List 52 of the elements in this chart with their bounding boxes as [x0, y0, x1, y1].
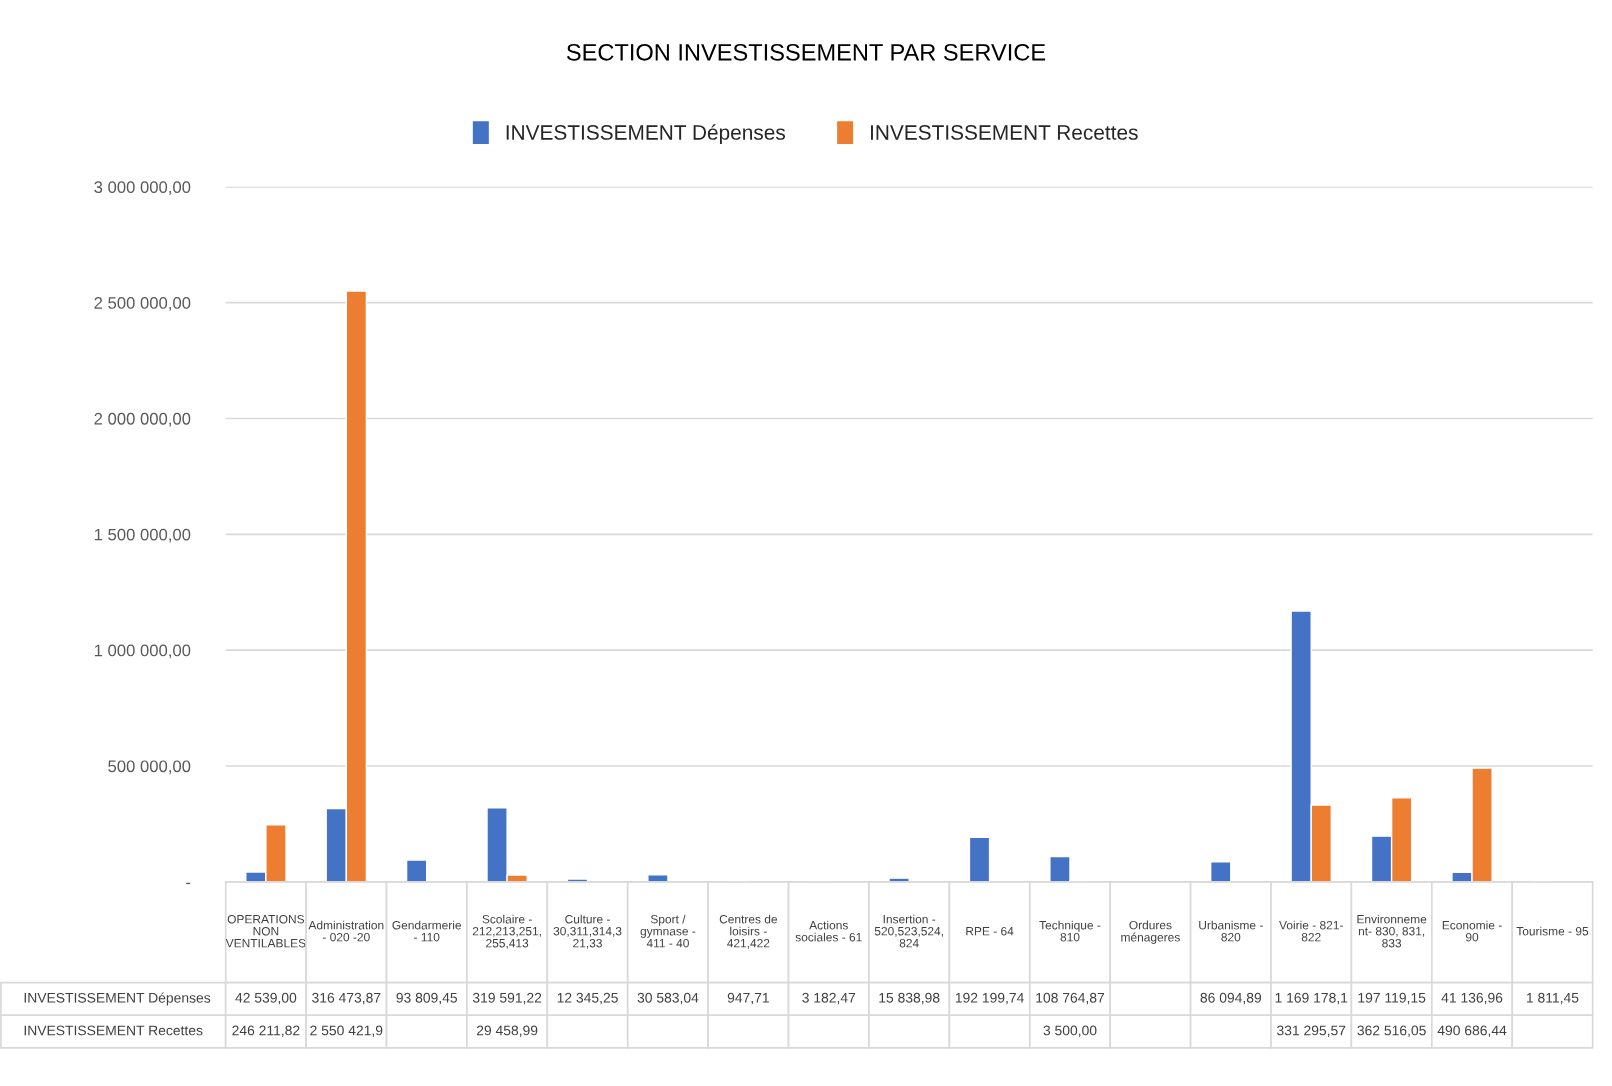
data-label: 316 473,87 [312, 992, 381, 1005]
data-label: 30 583,04 [637, 992, 699, 1005]
y-tick-label: 1 500 000,00 [94, 528, 191, 543]
data-label: 42 539,00 [235, 992, 297, 1005]
data-label: 29 458,99 [476, 1025, 538, 1037]
data-label: 490 686,44 [1437, 1025, 1507, 1037]
data-label: 12 345,25 [557, 992, 618, 1005]
x-tick-label: Centres de loisirs - 421,422 [719, 914, 778, 949]
y-tick-label: 1 000 000,00 [94, 644, 191, 659]
x-tick-label: Environneme nt- 830, 831, 833 [1357, 914, 1427, 948]
data-label: 108 764,87 [1036, 992, 1105, 1005]
legend-label: INVESTISSEMENT Dépenses [506, 124, 786, 144]
x-tick-label: RPE - 64 [966, 926, 1014, 936]
y-tick-label: 2 500 000,00 [94, 297, 191, 311]
y-tick-label: 3 000 000,00 [94, 181, 191, 195]
x-tick-label: OPERATIONS NON VENTILABLES [225, 914, 306, 948]
y-tick-label: - [186, 882, 191, 885]
data-label: 41 136,96 [1441, 992, 1503, 1005]
data-label: 362 516,05 [1357, 1025, 1426, 1037]
x-tick-label: Culture - 30,311,314,3 21,33 [553, 914, 622, 949]
chart-title: SECTION INVESTISSEMENT PAR SERVICE [566, 43, 1046, 61]
data-label: 331 295,57 [1277, 1025, 1346, 1037]
x-tick-label: Urbanisme - 820 [1199, 920, 1263, 942]
data-label: 947,71 [727, 992, 769, 1005]
data-label: 1 169 178,1 [1275, 992, 1348, 1005]
data-label: 3 182,47 [802, 992, 856, 1005]
data-label: 86 094,89 [1200, 992, 1262, 1005]
x-tick-label: Ordures ménageres [1121, 920, 1180, 944]
y-tick-label: 2 000 000,00 [94, 412, 191, 427]
y-tick-label: 500 000,00 [108, 760, 191, 775]
x-tick-label: Technique - 810 [1039, 920, 1101, 942]
x-tick-label: Actions sociales - 61 [795, 920, 862, 942]
x-tick-label: Sport / gymnase - 411 - 40 [640, 914, 696, 948]
text: INVESTISSEMENT Dépenses [24, 992, 211, 1006]
data-label: 2 550 421,9 [310, 1025, 383, 1037]
data-label: 93 809,45 [396, 992, 458, 1005]
x-tick-label: Insertion - 520,523,524, 824 [874, 914, 943, 948]
data-label: 319 591,22 [472, 992, 542, 1005]
x-tick-label: Voirie - 821- 822 [1279, 920, 1343, 942]
x-tick-label: Gendarmerie - 110 [392, 920, 462, 942]
data-label: 246 211,82 [232, 1025, 300, 1037]
data-label: 197 119,15 [1358, 992, 1426, 1005]
data-label: 15 838,98 [879, 992, 940, 1005]
data-label: 1 811,45 [1526, 992, 1579, 1005]
data-label: 3 500,00 [1043, 1025, 1097, 1037]
text: INVESTISSEMENT Recettes [24, 1025, 203, 1036]
x-tick-label: Economie - 90 [1442, 920, 1502, 942]
legend-label: INVESTISSEMENT Recettes [871, 125, 1138, 140]
x-tick-label: Tourisme - 95 [1516, 926, 1589, 936]
x-tick-label: Scolaire - 212,213,251, 255,413 [472, 914, 541, 949]
data-label: 192 199,74 [955, 992, 1024, 1005]
x-tick-label: Administration - 020 -20 [308, 920, 384, 942]
